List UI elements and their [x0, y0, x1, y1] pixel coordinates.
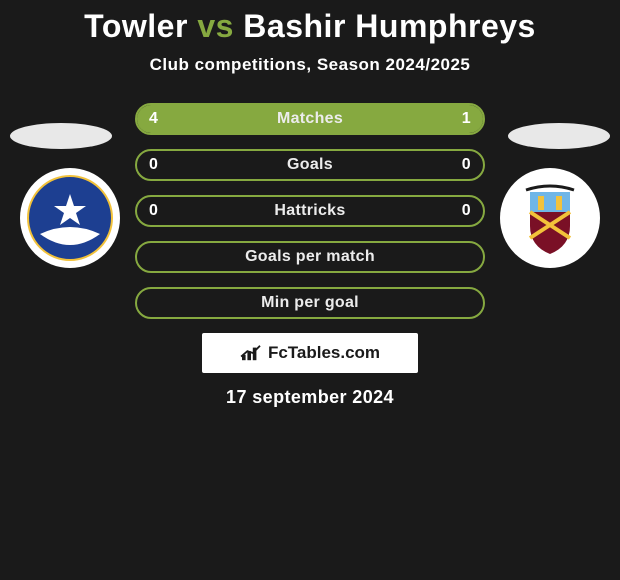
row-label: Matches	[137, 105, 483, 133]
page-title: Towler vs Bashir Humphreys	[0, 8, 620, 45]
title-separator: vs	[197, 8, 234, 44]
brand-text: FcTables.com	[268, 343, 380, 363]
club-crest-right-icon	[500, 168, 600, 268]
row-label: Goals per match	[137, 243, 483, 271]
compare-row-min-per-goal: Min per goal	[135, 287, 485, 319]
comparison-rows: 41Matches 00Goals 00Hattricks Goals per mat…	[135, 103, 485, 319]
row-label: Goals	[137, 151, 483, 179]
player-a-club-crest	[20, 168, 120, 268]
row-label: Hattricks	[137, 197, 483, 225]
compare-row-goals: 00Goals	[135, 149, 485, 181]
club-crest-left-icon	[20, 168, 120, 268]
brand-badge: FcTables.com	[202, 333, 418, 373]
comparison-card: Towler vs Bashir Humphreys Club competit…	[0, 0, 620, 408]
player-a-name-pill	[10, 123, 112, 149]
bar-chart-icon	[240, 344, 262, 362]
player-b-club-crest	[500, 168, 600, 268]
compare-row-goals-per-match: Goals per match	[135, 241, 485, 273]
player-b-name-pill	[508, 123, 610, 149]
subtitle: Club competitions, Season 2024/2025	[0, 55, 620, 75]
date-stamp: 17 september 2024	[0, 387, 620, 408]
compare-row-matches: 41Matches	[135, 103, 485, 135]
compare-row-hattricks: 00Hattricks	[135, 195, 485, 227]
player-a-name: Towler	[84, 8, 188, 44]
player-b-name: Bashir Humphreys	[243, 8, 536, 44]
row-label: Min per goal	[137, 289, 483, 317]
